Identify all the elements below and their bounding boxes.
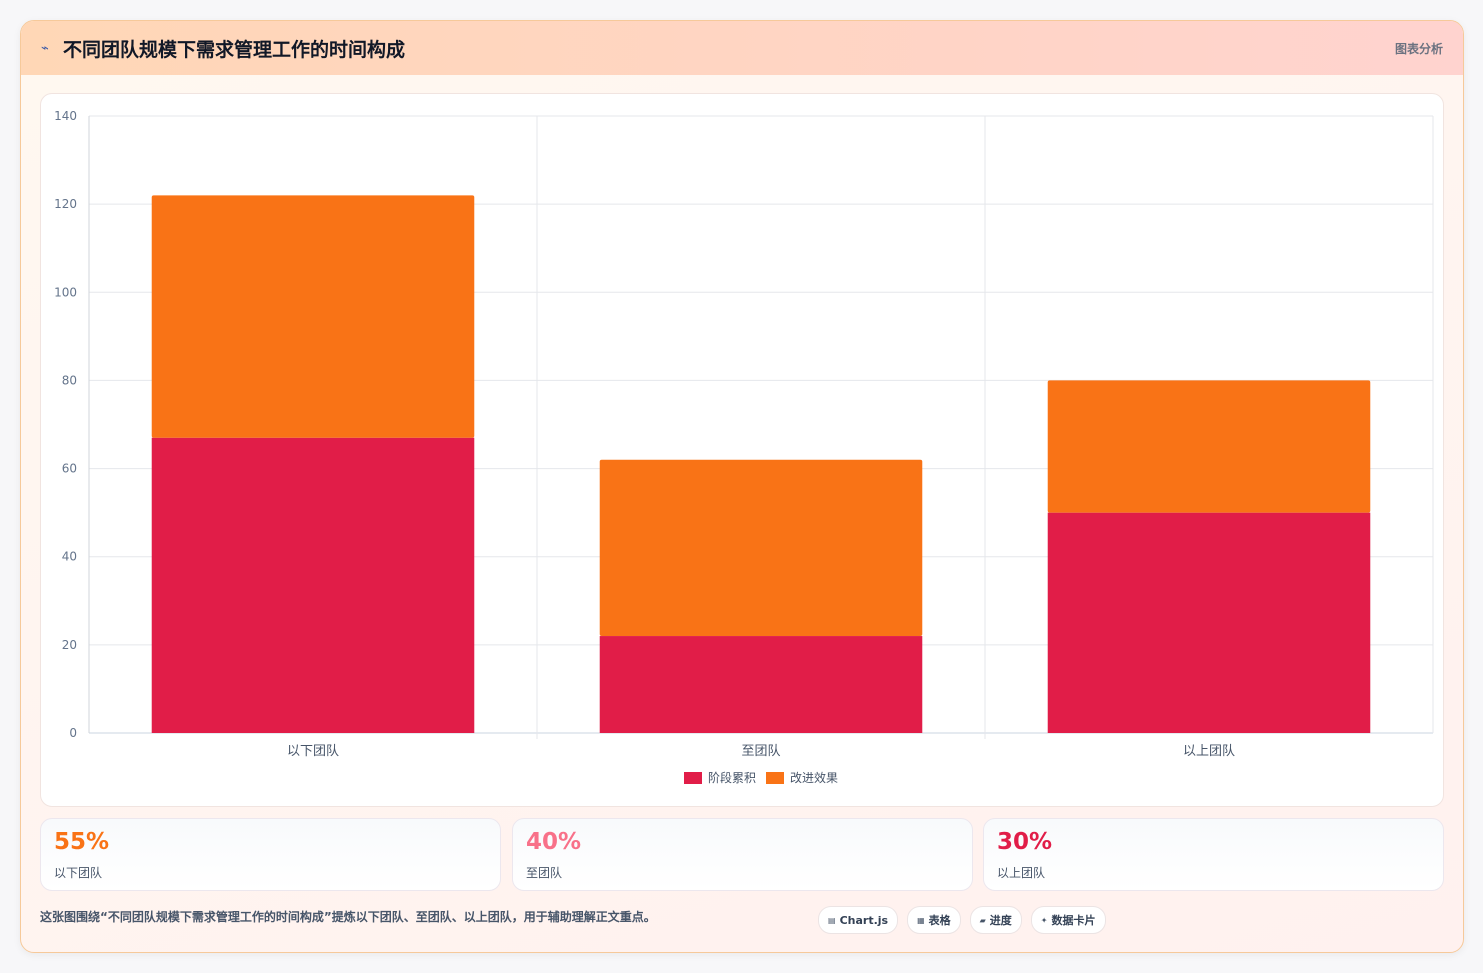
chip-progress[interactable]: ▰ 进度 [969, 906, 1022, 934]
chip-table[interactable]: ▦ 表格 [907, 906, 961, 934]
x-tick-label: 以上团队 [1183, 744, 1235, 759]
chart-card: ⌁ 不同团队规模下需求管理工作的时间构成 图表分析 0 20 40 60 80 100 12… [20, 20, 1464, 953]
chip-label: 数据卡片 [1051, 914, 1096, 927]
y-tick-label: 60 [62, 462, 77, 476]
stat-value: 55% [54, 829, 110, 855]
chip-row: ▤ Chart.js ▦ 表格 ▰ 进度 ✦ 数据卡片 [818, 906, 1106, 934]
x-tick-label: 至团队 [741, 744, 780, 759]
header-tag: 图表分析 [1394, 42, 1443, 56]
stat-card: 55% 以下团队 [40, 818, 501, 891]
y-tick-label: 40 [62, 550, 77, 564]
chart-trend-icon: ⌁ [41, 41, 49, 56]
chart-icon: ▤ [828, 915, 836, 925]
bar-segment [1047, 380, 1371, 513]
chip-label: 进度 [989, 914, 1012, 927]
card-header: ⌁ 不同团队规模下需求管理工作的时间构成 图表分析 [21, 21, 1463, 75]
y-tick-label: 0 [69, 726, 77, 740]
bar-segment [151, 437, 475, 733]
bar-segment [599, 636, 923, 733]
chip-label: Chart.js [839, 913, 889, 927]
chart-panel: 0 20 40 60 80 100 120 140 以下团队 至团队 以上团队阶段累积 改进效果 [40, 93, 1444, 807]
bar-segment [599, 459, 923, 637]
sparkle-icon: ✦ [1040, 915, 1048, 925]
bar-segment [151, 195, 475, 438]
legend-swatch [684, 772, 702, 784]
legend-label: 改进效果 [790, 770, 838, 785]
stat-label: 以上团队 [997, 866, 1046, 880]
chip-chartjs[interactable]: ▤ Chart.js [818, 906, 899, 934]
stat-value: 30% [997, 829, 1053, 855]
y-tick-label: 20 [62, 638, 77, 652]
stat-label: 以下团队 [54, 866, 103, 880]
table-icon: ▦ [917, 915, 925, 925]
chart-caption: 这张图围绕“不同团队规模下需求管理工作的时间构成”提炼以下团队、至团队、以上团队… [40, 910, 656, 924]
stat-value: 40% [526, 829, 582, 855]
y-tick-label: 80 [62, 373, 77, 387]
chart-title: 不同团队规模下需求管理工作的时间构成 [63, 39, 406, 61]
y-tick-label: 100 [54, 285, 77, 299]
stat-label: 至团队 [526, 866, 563, 880]
bar-segment [1047, 512, 1371, 733]
legend-swatch [766, 772, 784, 784]
stat-card: 30% 以上团队 [983, 818, 1444, 891]
x-tick-label: 以下团队 [287, 744, 339, 759]
y-tick-label: 120 [54, 197, 77, 211]
stat-card: 40% 至团队 [512, 818, 973, 891]
legend-label: 阶段累积 [708, 770, 756, 785]
chip-label: 表格 [928, 914, 951, 927]
progress-icon: ▰ [979, 915, 986, 925]
chip-data-card[interactable]: ✦ 数据卡片 [1030, 906, 1106, 934]
y-tick-label: 140 [54, 109, 77, 123]
